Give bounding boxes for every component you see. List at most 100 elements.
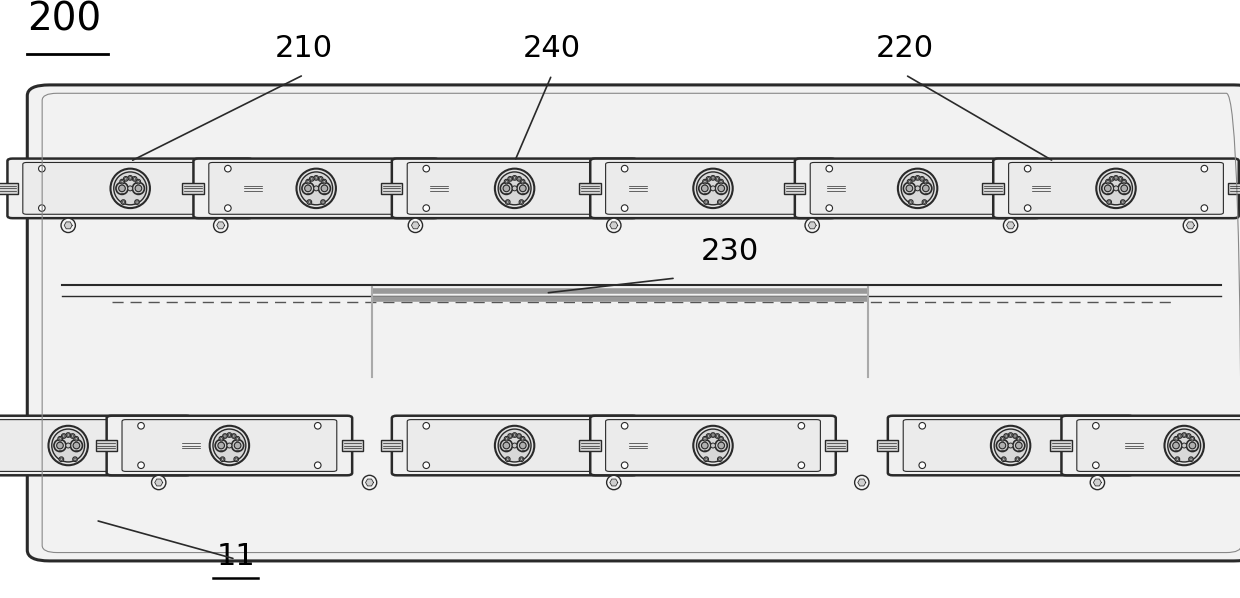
Ellipse shape	[224, 205, 231, 211]
Ellipse shape	[423, 166, 429, 172]
Ellipse shape	[314, 176, 319, 180]
Ellipse shape	[138, 462, 144, 468]
Ellipse shape	[799, 205, 805, 211]
Ellipse shape	[1001, 438, 1004, 440]
Ellipse shape	[216, 205, 222, 211]
Ellipse shape	[1110, 178, 1112, 180]
Ellipse shape	[74, 437, 78, 441]
Ellipse shape	[38, 205, 45, 211]
Bar	[181, 440, 202, 451]
Ellipse shape	[908, 181, 911, 183]
Bar	[182, 182, 203, 194]
Ellipse shape	[52, 429, 84, 462]
Ellipse shape	[219, 438, 223, 440]
Ellipse shape	[854, 475, 869, 490]
Polygon shape	[858, 479, 866, 486]
Bar	[1123, 440, 1145, 451]
Ellipse shape	[1008, 443, 1013, 448]
Ellipse shape	[1106, 181, 1110, 183]
Ellipse shape	[1174, 438, 1178, 440]
Ellipse shape	[805, 218, 820, 233]
Ellipse shape	[423, 462, 429, 468]
Ellipse shape	[1013, 440, 1024, 451]
FancyBboxPatch shape	[407, 163, 622, 214]
Ellipse shape	[227, 443, 232, 448]
FancyBboxPatch shape	[107, 416, 352, 475]
Ellipse shape	[314, 186, 319, 191]
Ellipse shape	[924, 181, 928, 183]
Ellipse shape	[1004, 434, 1008, 438]
Ellipse shape	[704, 200, 708, 205]
Ellipse shape	[1189, 457, 1193, 462]
Ellipse shape	[1016, 457, 1019, 462]
Ellipse shape	[1174, 437, 1178, 441]
Ellipse shape	[1002, 458, 1006, 460]
Ellipse shape	[1107, 201, 1111, 203]
Ellipse shape	[600, 205, 606, 211]
Ellipse shape	[133, 182, 144, 194]
Ellipse shape	[703, 181, 707, 183]
Ellipse shape	[120, 181, 124, 183]
Ellipse shape	[919, 423, 925, 429]
Ellipse shape	[233, 435, 236, 437]
FancyBboxPatch shape	[903, 420, 1118, 471]
Ellipse shape	[1092, 423, 1099, 429]
Ellipse shape	[718, 201, 722, 203]
Ellipse shape	[1190, 438, 1194, 440]
Ellipse shape	[1003, 205, 1009, 211]
Ellipse shape	[506, 457, 510, 462]
Ellipse shape	[1187, 440, 1198, 451]
Ellipse shape	[909, 200, 913, 205]
Text: 200: 200	[27, 1, 102, 39]
Ellipse shape	[135, 185, 141, 192]
Ellipse shape	[73, 457, 77, 462]
Ellipse shape	[921, 178, 924, 180]
Ellipse shape	[1001, 437, 1004, 441]
Ellipse shape	[227, 433, 232, 437]
Ellipse shape	[1176, 457, 1179, 462]
Ellipse shape	[901, 172, 934, 205]
Ellipse shape	[232, 440, 243, 451]
Ellipse shape	[1121, 185, 1127, 192]
Polygon shape	[1007, 222, 1014, 229]
Polygon shape	[808, 222, 816, 229]
Ellipse shape	[1183, 434, 1185, 437]
Ellipse shape	[219, 437, 223, 441]
Ellipse shape	[1090, 475, 1105, 490]
Ellipse shape	[296, 169, 336, 208]
Ellipse shape	[707, 435, 709, 437]
Bar	[342, 440, 363, 451]
Ellipse shape	[129, 176, 131, 179]
Ellipse shape	[1100, 172, 1132, 205]
Ellipse shape	[1016, 458, 1019, 460]
Ellipse shape	[495, 426, 534, 465]
Polygon shape	[610, 222, 618, 229]
Ellipse shape	[718, 442, 724, 449]
Ellipse shape	[213, 429, 246, 462]
Ellipse shape	[508, 434, 512, 438]
Ellipse shape	[923, 200, 926, 205]
Ellipse shape	[122, 201, 125, 203]
Ellipse shape	[321, 185, 327, 192]
Bar	[243, 182, 264, 194]
Ellipse shape	[711, 186, 715, 191]
Ellipse shape	[715, 440, 727, 451]
Ellipse shape	[506, 458, 510, 460]
FancyBboxPatch shape	[590, 416, 836, 475]
Ellipse shape	[703, 437, 707, 441]
Ellipse shape	[999, 442, 1006, 449]
Ellipse shape	[1173, 442, 1179, 449]
Ellipse shape	[911, 176, 915, 181]
Ellipse shape	[621, 205, 627, 211]
Ellipse shape	[512, 433, 517, 437]
Ellipse shape	[73, 458, 77, 460]
Ellipse shape	[997, 440, 1008, 451]
Ellipse shape	[1176, 458, 1179, 460]
Ellipse shape	[71, 434, 74, 438]
Ellipse shape	[908, 179, 911, 184]
Ellipse shape	[699, 182, 711, 194]
Ellipse shape	[138, 423, 144, 429]
Ellipse shape	[1118, 182, 1130, 194]
Ellipse shape	[1102, 182, 1114, 194]
Ellipse shape	[600, 166, 606, 172]
